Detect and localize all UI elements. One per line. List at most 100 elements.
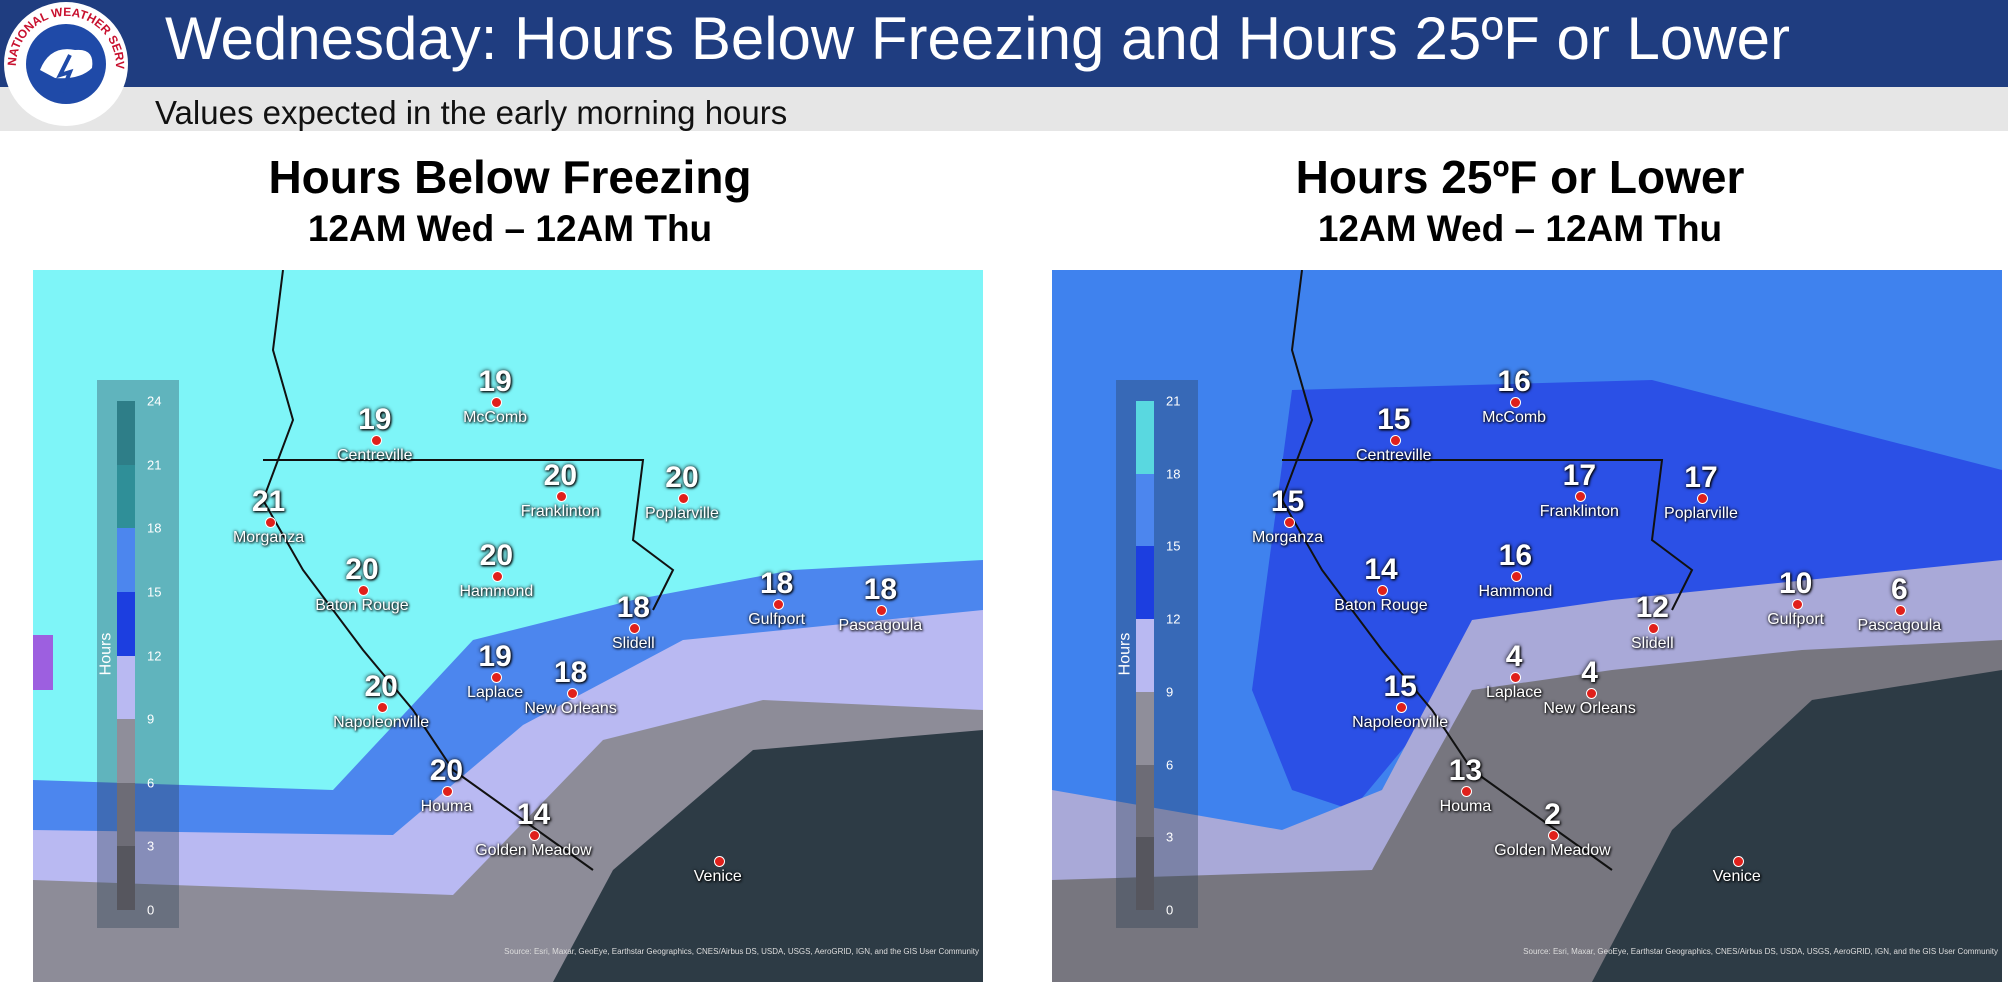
city-dot (491, 396, 503, 408)
city-name: Gulfport (748, 610, 806, 628)
city-dot (1732, 856, 1744, 868)
legend-tick: 15 (147, 584, 162, 600)
city-dot (1510, 396, 1522, 408)
legend-tick: 9 (147, 711, 155, 727)
city-value: 13 (1448, 753, 1483, 787)
city-value: 14 (516, 798, 551, 832)
city-dot (1461, 785, 1473, 797)
city-name: Franklinton (1539, 503, 1619, 521)
city-dot (713, 856, 725, 868)
city-value: 21 (251, 484, 286, 518)
city-dot (1548, 830, 1560, 842)
city-dot (1791, 598, 1803, 610)
city-dot (772, 598, 784, 610)
city-dot (1389, 434, 1401, 446)
legend-band (117, 528, 135, 592)
shaded-region (553, 730, 983, 982)
city-dot (1696, 492, 1708, 504)
legend-tick: 3 (147, 838, 155, 854)
city-name: Morganza (232, 528, 305, 546)
city-name: Hammond (459, 582, 534, 600)
legend-tick: 21 (1166, 393, 1181, 409)
city-value: 20 (429, 753, 464, 787)
map-background (1052, 270, 2002, 982)
city-dot (677, 492, 689, 504)
city-name: Napoleonville (1352, 714, 1449, 732)
city-value: 20 (543, 459, 578, 493)
city-value: 15 (1383, 670, 1417, 704)
panel-subtitle: 12AM Wed – 12AM Thu (1317, 208, 1723, 249)
city-value: 12 (1635, 591, 1669, 625)
city-dot (377, 702, 389, 714)
legend-band (117, 591, 135, 656)
city-value: 18 (863, 573, 898, 607)
legend-tick: 0 (147, 902, 155, 918)
legend-band (1136, 473, 1154, 547)
header-bar (0, 0, 2008, 87)
city-value: 18 (759, 566, 794, 600)
river (1280, 270, 1613, 871)
city-dot (566, 688, 578, 700)
legend-label: Hours (1116, 632, 1134, 676)
legend-band (117, 401, 135, 465)
shaded-region (33, 635, 53, 690)
logo-bolt (56, 54, 74, 93)
city-dot (1510, 671, 1522, 683)
city-name: McComb (1482, 408, 1547, 426)
source-credit: Source: Esri, Maxar, GeoEye, Earthstar G… (1523, 947, 1998, 956)
city-value: 17 (1684, 460, 1718, 494)
city-name: Poplarville (1664, 504, 1738, 522)
legend-band (117, 719, 135, 783)
source-credit: Source: Esri, Maxar, GeoEye, Earthstar G… (504, 947, 979, 956)
legend-band (1136, 837, 1154, 910)
city-name: Golden Meadow (1494, 842, 1611, 860)
legend-tick: 12 (147, 648, 162, 663)
legend-tick: 18 (1166, 466, 1181, 482)
legend: 0 3 6 9 12 15 18 21 Hours (1116, 380, 1198, 928)
city-name: Houma (420, 797, 473, 815)
city-value: 17 (1562, 459, 1597, 493)
legend-band (117, 846, 135, 910)
city-value: 19 (478, 639, 512, 673)
city-name: Pascagoula (1857, 617, 1942, 635)
state-border (263, 459, 675, 611)
city-name: Slidell (1630, 635, 1674, 653)
city-dot (442, 785, 454, 797)
page-title: Wednesday: Hours Below Freezing and Hour… (165, 5, 1790, 72)
city-dot (1283, 516, 1295, 528)
city-value: 16 (1497, 364, 1531, 398)
city-value: 18 (616, 591, 650, 625)
legend-band (117, 464, 135, 529)
state-border (1282, 459, 1694, 611)
city-dot (876, 605, 888, 617)
city-dot (264, 516, 276, 528)
legend-tick: 15 (1166, 538, 1181, 554)
city-dot (629, 623, 641, 635)
city-value: 15 (1377, 402, 1411, 436)
city-dot (491, 671, 503, 683)
city-name: Golden Meadow (475, 842, 592, 860)
legend-band (117, 655, 135, 720)
city-value: 2 (1544, 798, 1561, 832)
city-name: Venice (693, 868, 742, 886)
legend-tick: 21 (147, 457, 162, 473)
city-name: New Orleans (524, 700, 617, 718)
legend-tick: 6 (147, 775, 155, 791)
legend-tick: 9 (1166, 684, 1174, 700)
city-name: Baton Rouge (1334, 596, 1428, 614)
city-name: Morganza (1251, 528, 1324, 546)
city-name: Laplace (1486, 683, 1543, 701)
legend-band (1136, 691, 1154, 765)
city-dot (556, 491, 568, 503)
page-subtitle: Values expected in the early morning hou… (155, 94, 788, 131)
city-dot (1895, 605, 1907, 617)
map: 0 3 6 9 12 15 18 21 24 Hours 19 Centreville 19 McComb… (33, 270, 983, 982)
city-value: 18 (553, 656, 588, 690)
city-value: 14 (1364, 552, 1398, 586)
city-name: Hammond (1478, 582, 1553, 600)
city-name: Napoleonville (333, 714, 430, 732)
city-value: 15 (1270, 484, 1305, 518)
city-name: Poplarville (645, 504, 719, 522)
city-value: 10 (1778, 566, 1813, 600)
